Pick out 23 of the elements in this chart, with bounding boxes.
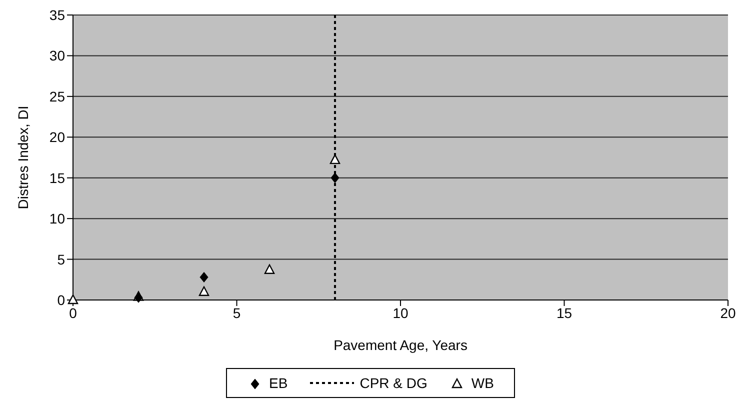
point xyxy=(330,154,340,164)
point xyxy=(198,286,210,296)
x-tick-label: 20 xyxy=(720,304,736,321)
y-axis-title: Distres Index, DI xyxy=(14,106,31,210)
point xyxy=(200,272,208,282)
y-tick-label: 35 xyxy=(49,6,66,23)
x-tick-label: 5 xyxy=(232,304,241,321)
x-tick-label: 10 xyxy=(392,304,408,321)
y-tick-label: 25 xyxy=(49,88,66,104)
y-tick-label: 10 xyxy=(49,210,66,227)
x-tick-label: 0 xyxy=(69,304,78,321)
y-tick-label: 5 xyxy=(57,251,66,268)
y-tick-label: 30 xyxy=(49,48,66,64)
point xyxy=(330,172,340,184)
legend-label: EB xyxy=(269,375,288,391)
x-tick-label: 15 xyxy=(556,304,572,321)
legend-label: CPR & DG xyxy=(360,375,428,391)
legend-label: WB xyxy=(471,375,494,391)
y-tick-label: 15 xyxy=(49,170,66,186)
x-axis-title: Pavement Age, Years xyxy=(334,337,468,353)
point xyxy=(264,264,275,274)
y-tick-label: 0 xyxy=(57,292,66,308)
y-tick-label: 20 xyxy=(49,129,66,146)
